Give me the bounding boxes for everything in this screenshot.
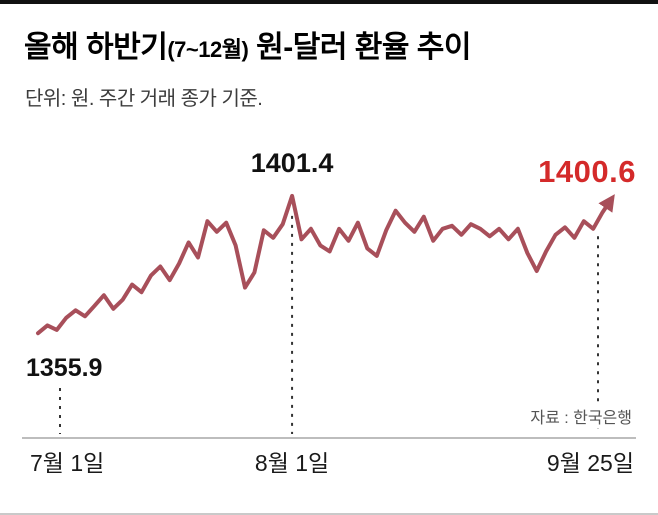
title-rest: 원-달러 환율 추이: [248, 31, 471, 64]
x-tick-aug1: 8월 1일: [254, 450, 330, 476]
chart-unit-note: 단위: 원. 주간 거래 종가 기준.: [25, 88, 263, 110]
page-title: 올해 하반기(7~12월) 원-달러 환율 추이: [24, 22, 471, 66]
x-tick-jul1: 7월 1일: [30, 450, 105, 476]
title-main: 올해 하반기: [24, 31, 168, 64]
peak-value-label: 1401.4: [250, 148, 334, 178]
top-rule: [0, 0, 658, 4]
x-tick-sep25: 9월 25일: [546, 450, 634, 476]
bottom-rule: [0, 513, 658, 515]
exchange-rate-line: [36, 193, 615, 336]
title-paren: (7~12월): [167, 37, 249, 62]
source-label: 자료 : 한국은행: [528, 404, 634, 428]
line-chart: [22, 193, 636, 439]
start-value-label: 1355.9: [26, 354, 103, 382]
end-value-label: 1400.6: [538, 154, 636, 189]
